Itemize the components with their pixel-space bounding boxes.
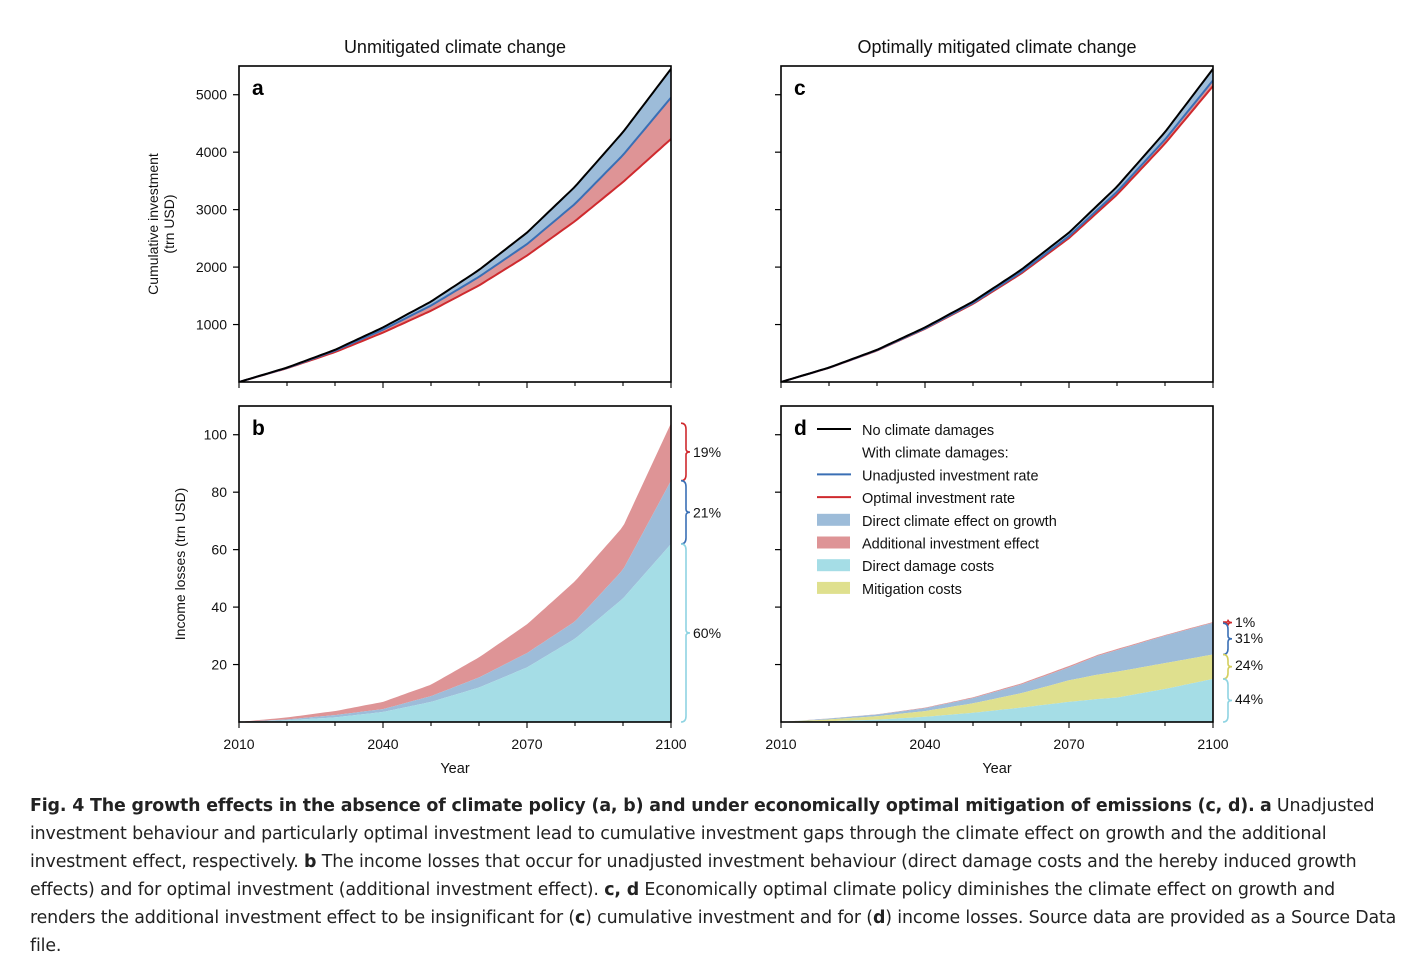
line-no-damage-c (781, 68, 1213, 382)
axes-d: 2010 2040 2070 2100 (765, 434, 1229, 752)
panel-letter-d: d (794, 417, 807, 440)
legend-label: Optimal investment rate (862, 491, 1015, 507)
bracket-label-d: 24% (1235, 657, 1263, 673)
panel-title-a: Unmitigated climate change (344, 37, 566, 57)
legend: No climate damages With climate damages: U… (817, 423, 1057, 598)
frame-b (238, 405, 672, 723)
band-mitigation-d (781, 654, 1213, 722)
legend-label: Additional investment effect (862, 537, 1039, 553)
bracket-d-3: 44% (1222, 678, 1263, 723)
legend-label: Direct climate effect on growth (862, 514, 1057, 530)
x-axis-label-b: Year (440, 761, 469, 777)
axes-a: 1000 2000 3000 4000 5000 (196, 87, 672, 388)
y-tick-label-a: 2000 (196, 259, 227, 275)
y-tick-label-a: 5000 (196, 87, 227, 103)
line-unadjusted-c (781, 79, 1213, 382)
caption-text-b: The income losses that occur for unadjus… (30, 852, 1357, 900)
line-optimal-c (781, 85, 1213, 382)
line-no-damage-a (239, 68, 671, 382)
legend-swatch-patch (817, 513, 850, 526)
caption-label-b: b (304, 852, 317, 872)
legend-label: No climate damages (862, 423, 994, 439)
bracket-label-b: 60% (693, 625, 721, 641)
bracket-label-b: 19% (693, 444, 721, 460)
bracket-b-0: 19% (680, 422, 721, 482)
band-direct-damage-d (781, 678, 1213, 722)
bracket-d-2: 24% (1222, 653, 1263, 680)
y-tick-label-a: 4000 (196, 144, 227, 160)
bracket-d-1: 31% (1222, 622, 1263, 656)
x-tick-label-d: 2040 (909, 736, 940, 752)
plot-area-b (239, 423, 671, 722)
y-axis-label-a: Cumulative investment(trn USD) (145, 153, 177, 295)
x-tick-label-d: 2100 (1197, 736, 1228, 752)
band-additional-investment-b (239, 423, 671, 722)
caption-text-a: Unadjusted investment behaviour and part… (30, 796, 1375, 872)
y-tick-label-a: 1000 (196, 317, 227, 333)
frame-d (780, 405, 1214, 723)
legend-label: Direct damage costs (862, 559, 994, 575)
bracket-label-d: 1% (1235, 614, 1255, 630)
y-tick-label-b: 40 (211, 599, 227, 615)
caption-text-cd-2: ) cumulative investment and for ( (585, 908, 873, 928)
bracket-b-2: 60% (680, 543, 721, 723)
panel-letter-a: a (252, 77, 264, 100)
caption-bold-intro: Fig. 4 The growth effects in the absence… (30, 796, 1255, 816)
bracket-label-d: 31% (1235, 630, 1263, 646)
band-direct-damage-b (239, 543, 671, 722)
x-tick-label-d: 2070 (1053, 736, 1084, 752)
figure: 1000 2000 3000 4000 5000 a Unmitigated climate… (145, 37, 1263, 777)
legend-label: With climate damages: (862, 446, 1009, 462)
panel-title-c: Optimally mitigated climate change (857, 37, 1136, 57)
bracket-label-b: 21% (693, 504, 721, 520)
caption-text-cd-1: Economically optimal climate policy dimi… (30, 880, 1336, 928)
y-tick-label-b: 100 (204, 427, 228, 443)
caption-label-d2: d (872, 908, 886, 928)
legend-swatch-patch (817, 581, 850, 594)
plot-area-c (781, 68, 1213, 382)
bracket-label-d: 44% (1235, 691, 1263, 707)
plot-area-a (239, 68, 671, 382)
caption-label-a: a (1259, 796, 1272, 816)
bracket-d-0: 1% (1222, 614, 1255, 630)
panel-letter-b: b (252, 417, 265, 440)
x-tick-label-b: 2070 (511, 736, 542, 752)
x-tick-label-b: 2010 (223, 736, 254, 752)
x-tick-label-b: 2100 (655, 736, 686, 752)
band-additional-investment-c (781, 80, 1213, 382)
x-tick-label-b: 2040 (367, 736, 398, 752)
y-tick-label-b: 20 (211, 657, 227, 673)
legend-swatch-patch (817, 559, 850, 572)
plot-area-d (781, 622, 1213, 722)
band-climate-growth-a (239, 68, 671, 382)
axes-c (775, 94, 1214, 388)
x-axis-label-d: Year (982, 761, 1011, 777)
band-climate-growth-c (781, 68, 1213, 382)
bracket-b-1: 21% (680, 479, 721, 545)
legend-label: Mitigation costs (862, 582, 962, 598)
caption-label-cd: c, d (604, 880, 640, 900)
figure-caption: Fig. 4 The growth effects in the absence… (30, 792, 1400, 960)
y-tick-label-b: 60 (211, 542, 227, 558)
y-tick-label-b: 80 (211, 484, 227, 500)
x-tick-label-d: 2010 (765, 736, 796, 752)
y-tick-label-a: 3000 (196, 202, 227, 218)
frame-a (238, 65, 672, 383)
frame-c (780, 65, 1214, 383)
caption-label-c2: c (574, 908, 586, 928)
band-additional-investment-a (239, 97, 671, 382)
y-axis-label-b: Income losses (trn USD) (172, 488, 188, 640)
line-unadjusted-a (239, 96, 671, 382)
legend-swatch-patch (817, 536, 850, 549)
legend-label: Unadjusted investment rate (862, 468, 1039, 484)
panel-letter-c: c (794, 77, 806, 100)
